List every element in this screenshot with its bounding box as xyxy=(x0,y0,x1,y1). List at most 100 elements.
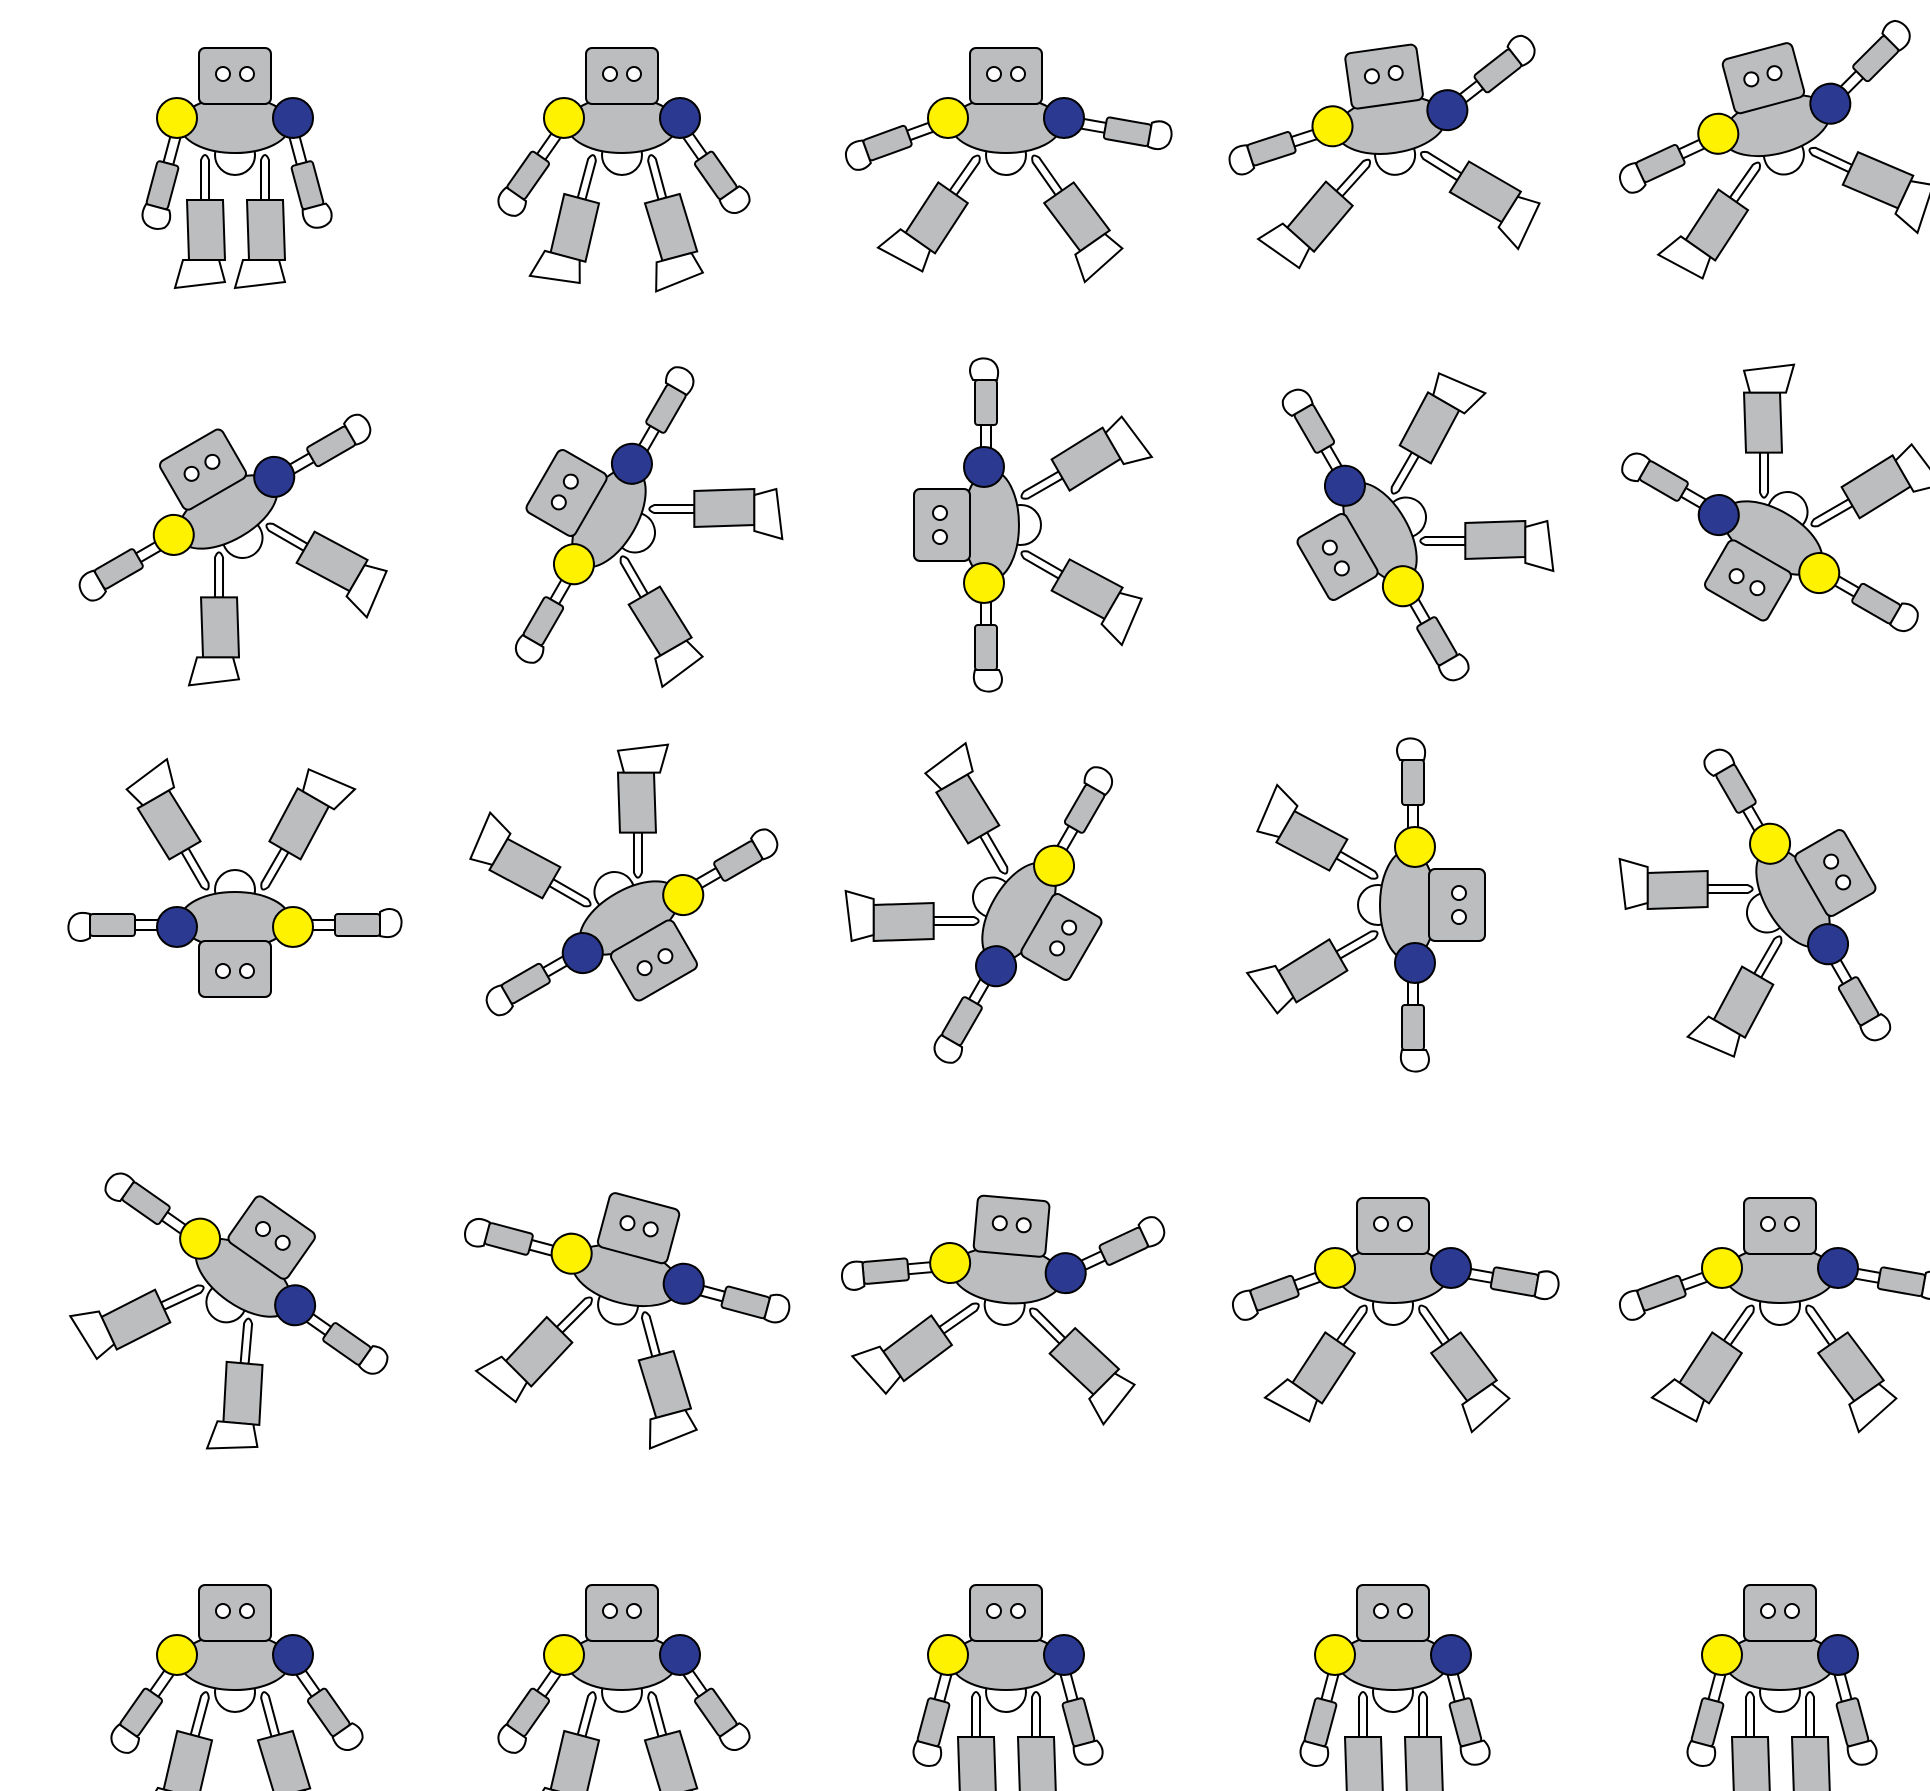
left-eye xyxy=(550,494,567,511)
head xyxy=(159,428,247,511)
left-shoulder-joint xyxy=(156,97,198,139)
leg-shin xyxy=(1646,869,1709,911)
left-leg xyxy=(1810,442,1930,528)
foot xyxy=(173,259,227,290)
left-shoulder-joint xyxy=(1701,1247,1743,1289)
left-eye xyxy=(602,1603,618,1619)
right-eye xyxy=(1010,66,1026,82)
right-shoulder-joint xyxy=(975,945,1018,988)
leg-spike xyxy=(265,522,309,553)
left-leg xyxy=(528,1691,601,1791)
leg-shin xyxy=(643,192,699,262)
forearm xyxy=(1249,1274,1300,1312)
right-arm xyxy=(283,117,333,229)
leg-spike xyxy=(1031,1691,1041,1738)
foot xyxy=(648,1408,699,1450)
robot-frame xyxy=(1621,363,1930,633)
left-shoulder-joint xyxy=(1394,826,1436,868)
leg-shin xyxy=(268,787,331,861)
fist xyxy=(342,413,372,446)
left-leg xyxy=(616,743,670,879)
left-leg xyxy=(619,555,705,689)
fist xyxy=(749,828,779,861)
left-shoulder-joint xyxy=(927,97,969,139)
foot xyxy=(1461,1382,1511,1434)
fist xyxy=(972,669,1003,693)
left-arm xyxy=(912,1654,958,1768)
leg-spike xyxy=(1029,1307,1067,1346)
right-shoulder-joint xyxy=(1809,82,1852,125)
right-shoulder-joint xyxy=(1430,1634,1472,1676)
leg-spike xyxy=(260,846,290,891)
fist xyxy=(331,1722,364,1751)
fist xyxy=(1533,1270,1560,1301)
leg-spike xyxy=(1020,470,1065,500)
right-shoulder-joint xyxy=(1426,89,1469,132)
fist xyxy=(1299,1739,1330,1768)
forearm xyxy=(974,379,998,426)
head xyxy=(227,1195,316,1280)
head xyxy=(1704,539,1792,622)
foot xyxy=(301,767,357,811)
leg-shin xyxy=(1048,1326,1121,1396)
right-leg xyxy=(125,757,210,891)
forearm xyxy=(1303,1697,1338,1748)
left-leg xyxy=(1730,1691,1771,1791)
right-shoulder-joint xyxy=(1044,1252,1087,1295)
forearm xyxy=(1102,116,1153,147)
leg-spike xyxy=(1722,1304,1755,1347)
right-leg xyxy=(643,154,705,293)
leg-shin xyxy=(199,596,241,659)
left-eye xyxy=(1061,919,1078,936)
right-eye xyxy=(1397,1216,1413,1232)
left-eye xyxy=(986,66,1002,82)
foot xyxy=(1650,1378,1706,1423)
left-shoulder-joint xyxy=(662,874,705,917)
leg-spike xyxy=(214,551,225,599)
fist xyxy=(78,569,108,602)
leg-spike xyxy=(180,846,210,891)
left-leg xyxy=(876,154,981,273)
right-eye xyxy=(204,453,221,470)
leg-spike xyxy=(1358,1691,1368,1738)
right-eye xyxy=(215,963,231,979)
right-eye xyxy=(1784,1603,1800,1619)
right-leg xyxy=(205,1317,264,1450)
left-leg xyxy=(260,767,357,891)
right-shoulder-joint xyxy=(561,932,604,975)
leg-shin xyxy=(504,1315,574,1388)
leg-spike xyxy=(1335,1304,1368,1347)
leg-shin xyxy=(1684,188,1750,262)
foot xyxy=(876,228,932,273)
left-eye xyxy=(1749,580,1766,597)
fist xyxy=(1621,452,1652,483)
left-leg xyxy=(187,551,241,687)
foot xyxy=(1618,857,1649,911)
fist xyxy=(1881,19,1911,52)
head xyxy=(1296,513,1379,601)
foot xyxy=(923,741,974,791)
left-leg xyxy=(474,1296,593,1404)
leg-spike xyxy=(1728,161,1761,204)
left-leg xyxy=(173,154,227,290)
right-eye xyxy=(274,1234,291,1251)
right-shoulder-joint xyxy=(1043,1634,1085,1676)
leg-shin xyxy=(256,1729,312,1791)
leg-spike xyxy=(948,154,981,197)
fist xyxy=(1072,1739,1104,1766)
left-arm xyxy=(141,117,187,231)
head xyxy=(913,488,971,562)
foot xyxy=(844,889,875,943)
leg-shin xyxy=(616,771,658,834)
right-leg xyxy=(265,522,389,620)
leg-shin xyxy=(1712,965,1775,1039)
fist xyxy=(1859,1012,1892,1042)
robot-frame xyxy=(110,1584,364,1791)
fist xyxy=(844,139,873,171)
right-leg xyxy=(637,1311,699,1450)
leg-shin xyxy=(295,530,369,593)
leg-spike xyxy=(260,154,270,201)
leg-shin xyxy=(1398,391,1461,465)
foot xyxy=(1432,371,1488,415)
